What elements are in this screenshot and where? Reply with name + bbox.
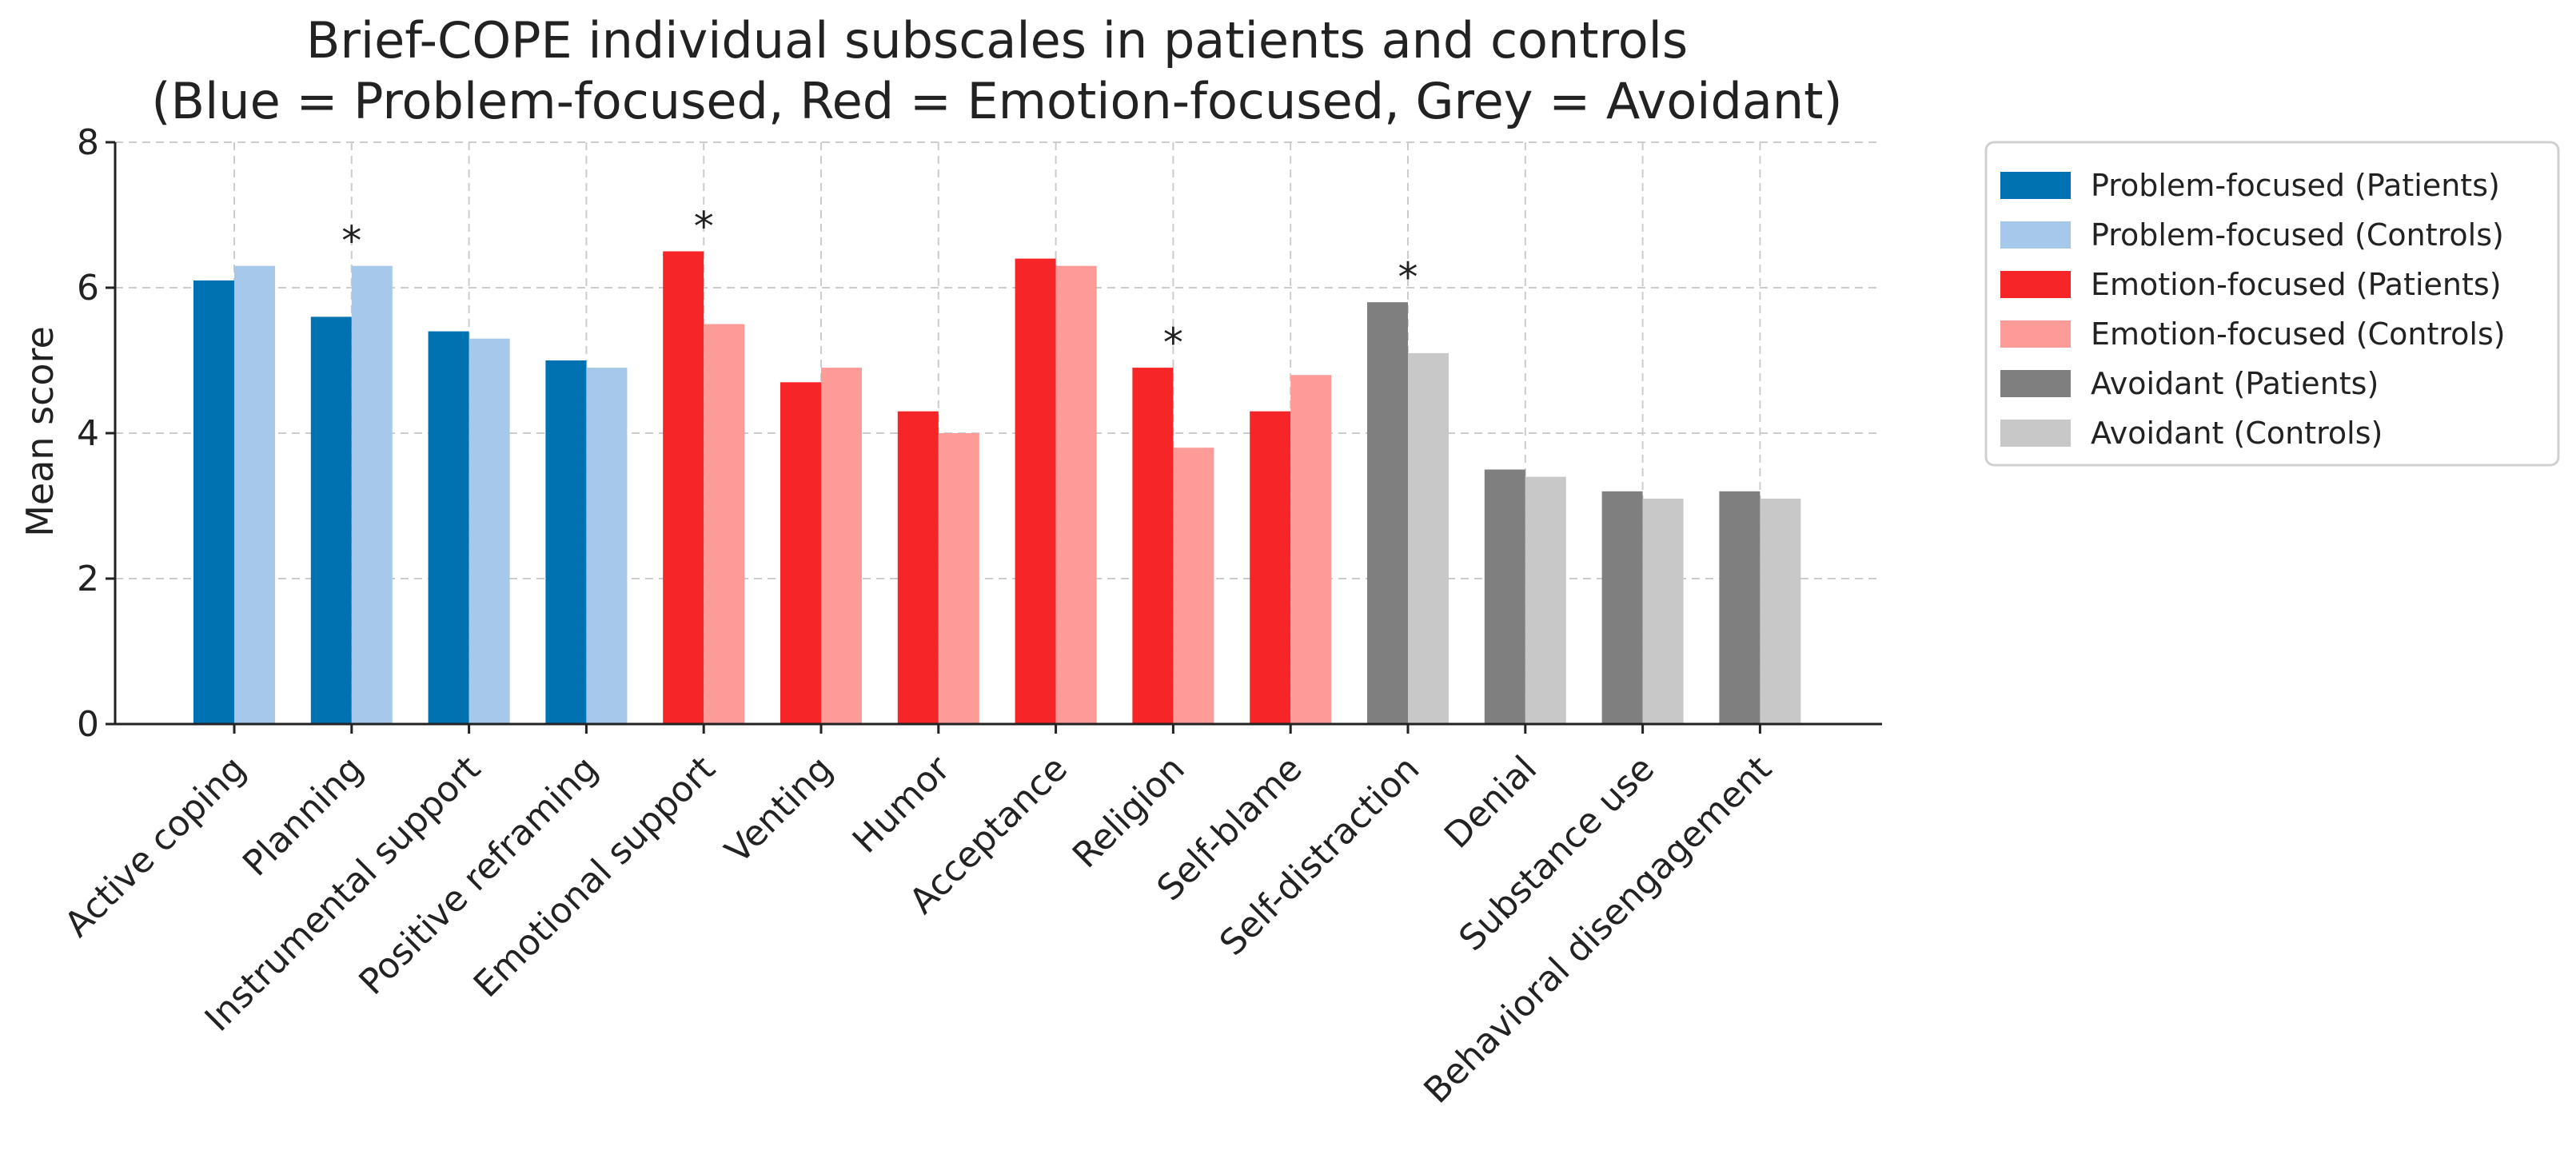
title-group: Brief-COPE individual subscales in patie… — [151, 11, 1842, 130]
bar-controls — [1760, 498, 1801, 724]
bar-controls — [704, 324, 745, 724]
bar-controls — [1173, 448, 1214, 724]
legend-label: Emotion-focused (Controls) — [2091, 316, 2506, 352]
bar-patients — [1719, 491, 1761, 724]
x-tick-label: Denial — [1437, 748, 1545, 856]
legend-swatch — [2000, 172, 2071, 199]
bar-controls — [938, 433, 979, 724]
legend-swatch — [2000, 221, 2071, 249]
bar-controls — [1525, 476, 1566, 724]
legend-swatch — [2000, 420, 2071, 447]
bar-controls — [821, 368, 862, 724]
bar-controls — [234, 265, 275, 724]
bar-patients — [1484, 469, 1525, 724]
bar-patients — [1601, 491, 1643, 724]
bar-patients — [780, 382, 821, 724]
significance-marker: * — [1163, 320, 1183, 366]
y-tick-label: 6 — [77, 268, 99, 308]
axes — [106, 141, 1882, 734]
bar-patients — [193, 280, 234, 724]
x-tick-label: Venting — [717, 748, 840, 871]
bar-controls — [1055, 265, 1097, 724]
legend-label: Avoidant (Controls) — [2091, 416, 2383, 451]
bar-patients — [1367, 302, 1408, 724]
chart-subtitle: (Blue = Problem-focused, Red = Emotion-f… — [151, 72, 1842, 130]
bar-patients — [310, 316, 352, 724]
legend-label: Avoidant (Patients) — [2091, 366, 2379, 401]
legend-swatch — [2000, 320, 2071, 348]
bar-patients — [1250, 411, 1291, 724]
legend-frame — [1984, 141, 2560, 467]
legend-label: Problem-focused (Patients) — [2091, 168, 2500, 203]
bar-patients — [1015, 258, 1056, 725]
bar-controls — [1408, 352, 1449, 724]
y-tick-label: 8 — [77, 122, 99, 163]
legend-swatch — [2000, 370, 2071, 397]
legend-label: Emotion-focused (Patients) — [2091, 267, 2502, 302]
legend-swatch — [2000, 271, 2071, 298]
x-tick-label: Substance use — [1451, 748, 1662, 959]
bar-controls — [351, 265, 393, 724]
bar-patients — [545, 360, 587, 724]
x-tick-label: Self-distraction — [1212, 748, 1427, 963]
bar-patients — [428, 331, 469, 724]
bar-patients — [1132, 368, 1174, 724]
bars — [193, 251, 1801, 725]
chart-title: Brief-COPE individual subscales in patie… — [306, 11, 1688, 70]
y-tick-label: 0 — [77, 704, 99, 745]
significance-marker: * — [341, 218, 361, 265]
y-tick-label: 2 — [77, 559, 99, 599]
bar-controls — [1642, 498, 1684, 724]
legend-label: Problem-focused (Controls) — [2091, 217, 2504, 253]
significance-marker: * — [694, 204, 714, 250]
bar-controls — [1290, 375, 1332, 724]
x-tick-label: Humor — [845, 748, 959, 862]
bar-patients — [663, 251, 704, 724]
bar-controls — [469, 338, 510, 724]
bar-controls — [586, 368, 628, 724]
y-axis-label: Mean score — [18, 326, 62, 537]
bar-patients — [897, 411, 939, 724]
y-tick-label: 4 — [77, 413, 99, 454]
legend: Problem-focused (Patients) Problem-focuse… — [1984, 141, 2560, 467]
significance-marker: * — [1398, 254, 1418, 300]
x-tick-label: Active coping — [57, 748, 253, 945]
